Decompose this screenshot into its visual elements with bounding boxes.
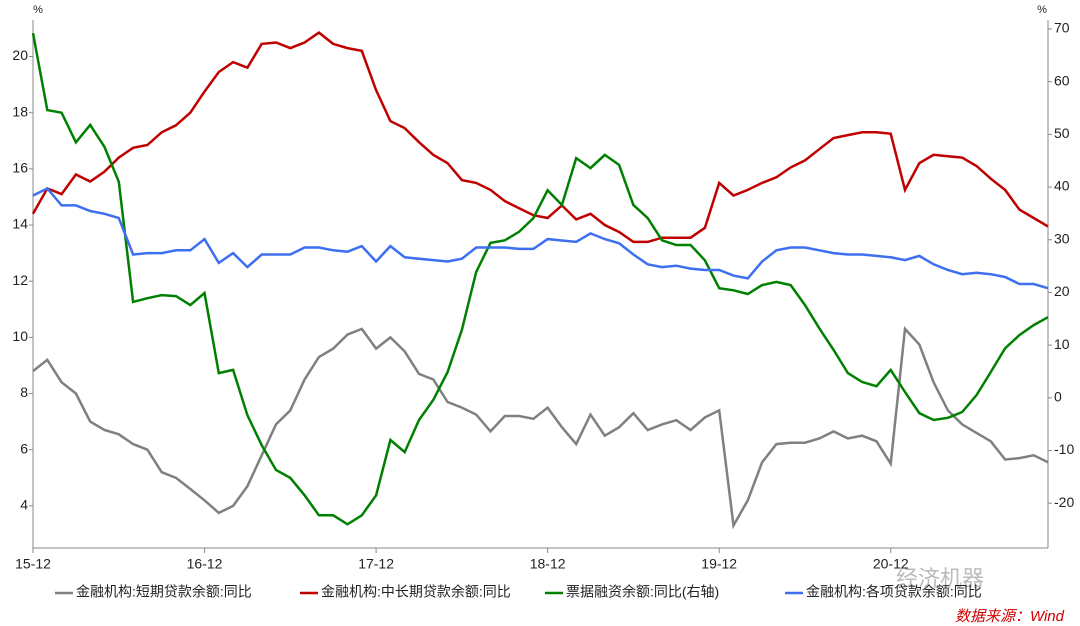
legend-label: 金融机构:短期贷款余额:同比: [76, 584, 252, 600]
legend-label: 票据融资余额:同比(右轴): [566, 584, 719, 600]
y2-tick-label: -20: [1054, 494, 1074, 510]
y-tick-label: 6: [20, 440, 28, 456]
series-line: [31, 31, 1049, 244]
y2-tick-label: 60: [1054, 72, 1070, 88]
x-tick-label: 18-12: [530, 556, 566, 572]
watermark: 经济机器: [896, 566, 984, 591]
y-tick-label: 8: [20, 384, 28, 400]
y2-tick-label: 20: [1054, 283, 1070, 299]
y-tick-label: 14: [12, 216, 28, 232]
source-note: 数据来源：Wind: [955, 608, 1065, 625]
left-unit: %: [33, 4, 43, 16]
x-tick-label: 16-12: [187, 556, 223, 572]
x-tick-label: 15-12: [15, 556, 51, 572]
x-tick-label: 20-12: [873, 556, 909, 572]
series-line: [32, 186, 1049, 290]
y2-tick-label: 0: [1054, 389, 1062, 405]
y2-tick-label: 30: [1054, 230, 1070, 246]
y-tick-label: 12: [12, 272, 28, 288]
x-tick-label: 19-12: [701, 556, 737, 572]
y-tick-label: 4: [20, 497, 28, 513]
y2-tick-label: 10: [1054, 336, 1070, 352]
legend-label: 金融机构:各项贷款余额:同比: [806, 584, 982, 600]
y-tick-label: 18: [12, 103, 28, 119]
y-tick-label: 10: [12, 328, 28, 344]
series-line: [31, 32, 1049, 526]
y2-tick-label: 70: [1054, 20, 1070, 36]
series-line: [32, 326, 1049, 530]
y2-tick-label: 40: [1054, 178, 1070, 194]
y2-tick-label: -10: [1054, 441, 1074, 457]
y-tick-label: 16: [12, 160, 28, 176]
x-tick-label: 17-12: [358, 556, 394, 572]
right-unit: %: [1037, 4, 1047, 16]
y2-tick-label: 50: [1054, 125, 1070, 141]
y-tick-label: 20: [12, 47, 28, 63]
legend-label: 金融机构:中长期贷款余额:同比: [321, 584, 511, 600]
